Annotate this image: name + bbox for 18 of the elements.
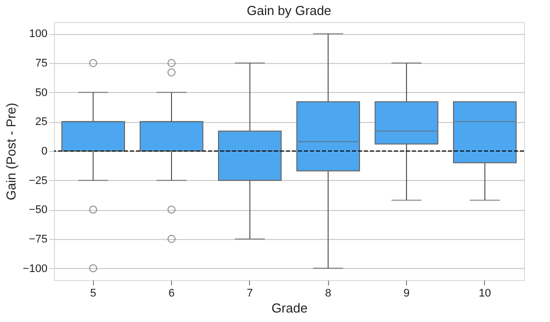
y-tick-label: 75 bbox=[35, 58, 48, 70]
y-tick-label: −100 bbox=[22, 262, 48, 275]
y-tick-label: 50 bbox=[35, 86, 48, 99]
x-tick-label: 9 bbox=[403, 288, 410, 300]
x-tick-label: 5 bbox=[90, 288, 96, 300]
x-tick-label: 10 bbox=[478, 288, 491, 300]
y-tick-label: 100 bbox=[29, 28, 48, 40]
chart-title: Gain by Grade bbox=[246, 3, 332, 18]
y-axis-title: Gain (Post - Pre) bbox=[4, 102, 19, 200]
y-tick-label: −50 bbox=[28, 204, 48, 216]
y-tick-label: −75 bbox=[28, 233, 48, 246]
x-tick-label: 6 bbox=[168, 288, 175, 300]
x-tick-label: 8 bbox=[325, 288, 332, 300]
y-tick-label: −25 bbox=[28, 174, 48, 187]
y-tick-label: 25 bbox=[35, 116, 48, 128]
x-tick-label: 7 bbox=[246, 288, 253, 300]
x-axis-title: Grade bbox=[271, 300, 308, 316]
y-tick-label: 0 bbox=[41, 146, 48, 158]
